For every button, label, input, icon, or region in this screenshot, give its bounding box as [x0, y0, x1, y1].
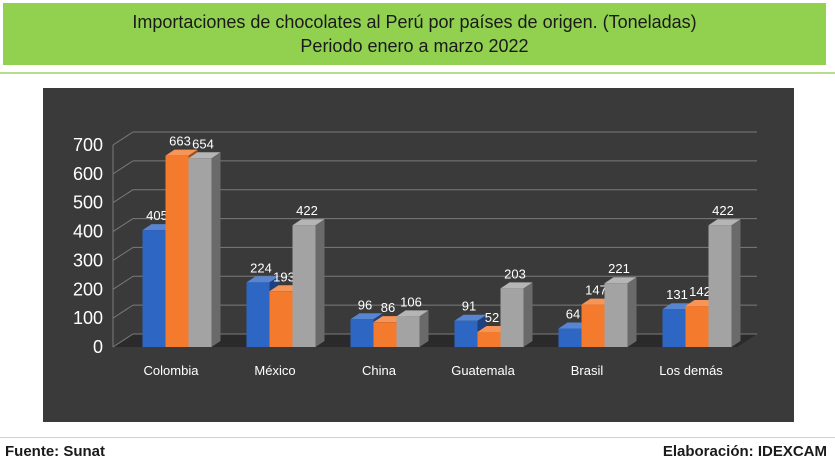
bar-top: [350, 313, 383, 320]
source-note: Fuente: Sunat: [5, 443, 105, 460]
title-banner: Importaciones de chocolates al Perú por …: [0, 0, 829, 68]
y-tick-label: 200: [73, 279, 103, 299]
wall-gridline-edge: [112, 275, 134, 290]
x-tick-label: Colombia: [144, 363, 200, 378]
bar-side: [419, 310, 429, 347]
y-tick-label: 400: [73, 222, 103, 242]
bar: [246, 282, 270, 347]
chart-title: Importaciones de chocolates al Perú por …: [132, 12, 697, 32]
x-tick-label: México: [254, 363, 295, 378]
y-tick-label: 700: [73, 135, 103, 155]
x-tick-label: Los demás: [659, 363, 723, 378]
bar-top: [188, 152, 221, 159]
data-label: 142: [689, 284, 711, 299]
bar-side: [731, 219, 741, 347]
wall-gridline-edge: [112, 160, 134, 175]
bar-top: [396, 310, 429, 317]
bar-top: [604, 277, 637, 284]
data-label: 221: [608, 261, 630, 276]
bar: [373, 322, 397, 347]
y-tick-label: 500: [73, 193, 103, 213]
bar-top: [292, 219, 325, 226]
bar-side: [523, 282, 533, 347]
bar-top: [454, 314, 487, 321]
bar: [581, 304, 605, 347]
data-label: 422: [712, 203, 734, 218]
bar: [188, 158, 212, 347]
bar: [558, 328, 582, 347]
x-tick-label: China: [362, 363, 397, 378]
bar-top: [246, 276, 279, 283]
y-tick-label: 600: [73, 164, 103, 184]
data-label: 131: [666, 287, 688, 302]
data-label: 654: [192, 136, 214, 151]
bar-side: [627, 277, 637, 347]
bar-side: [315, 219, 325, 347]
bar: [477, 331, 501, 347]
bar: [708, 225, 732, 347]
bar: [292, 225, 316, 347]
data-label: 147: [585, 283, 607, 298]
wall-gridline-edge: [112, 333, 134, 348]
bar: [165, 155, 189, 347]
footer-divider: [0, 437, 835, 438]
data-label: 64: [566, 307, 580, 322]
bar: [662, 309, 686, 347]
bar-top: [165, 149, 198, 156]
x-tick-label: Guatemala: [451, 363, 515, 378]
bar-side: [211, 152, 221, 347]
data-label: 405: [146, 208, 168, 223]
bar: [350, 319, 374, 347]
bar: [685, 306, 709, 347]
bar: [142, 230, 166, 347]
bar: [396, 316, 420, 347]
x-tick-label: Brasil: [571, 363, 604, 378]
wall-gridline-edge: [112, 304, 134, 319]
data-label: 224: [250, 260, 272, 275]
data-label: 422: [296, 203, 318, 218]
credit-note: Elaboración: IDEXCAM: [662, 443, 827, 460]
bar: [500, 288, 524, 347]
wall-gridline-edge: [112, 131, 134, 146]
wall-gridline-edge: [112, 189, 134, 204]
data-label: 663: [169, 134, 191, 149]
bar: [604, 283, 628, 347]
bar-top: [708, 219, 741, 226]
data-label: 91: [462, 299, 476, 314]
data-label: 106: [400, 294, 422, 309]
data-label: 193: [273, 269, 295, 284]
bar: [454, 320, 478, 347]
data-label: 86: [381, 300, 395, 315]
data-label: 203: [504, 266, 526, 281]
wall-gridline-edge: [112, 247, 134, 261]
chart-subtitle: Periodo enero a marzo 2022: [300, 36, 529, 56]
header-divider: [0, 72, 835, 74]
wall-gridline-edge: [112, 218, 134, 232]
data-label: 52: [485, 310, 499, 325]
data-label: 96: [358, 297, 372, 312]
y-tick-label: 100: [73, 308, 103, 328]
bar-top: [500, 282, 533, 289]
y-tick-label: 300: [73, 250, 103, 270]
bar: [269, 291, 293, 347]
y-tick-label: 0: [93, 337, 103, 357]
